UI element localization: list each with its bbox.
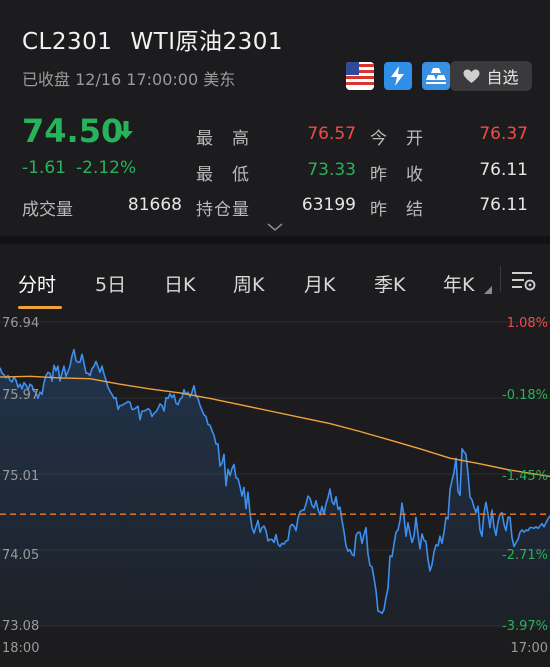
last-price: 74.50 — [22, 112, 124, 150]
high-label: 最 高 — [196, 129, 250, 149]
volume-label: 成交量 — [22, 200, 73, 220]
tab-divider — [500, 266, 501, 292]
volume-value: 81668 — [127, 195, 182, 215]
tab-year-k[interactable]: 年K — [443, 274, 475, 296]
y-tick-label: 76.94 — [2, 316, 39, 331]
add-favorite-button[interactable]: 自选 — [450, 61, 532, 91]
instrument-name: WTI原油2301 — [130, 29, 284, 55]
tab-intraday[interactable]: 分时 — [18, 274, 57, 296]
prev-close-label: 昨 收 — [370, 165, 424, 185]
tab-day-k[interactable]: 日K — [164, 274, 196, 296]
prev-settle-label: 昨 结 — [370, 200, 424, 220]
x-tick-label: 18:00 — [2, 641, 39, 656]
y-tick-label: 75.97 — [2, 388, 39, 403]
period-tabs: 分时 5日 日K 周K 月K 季K 年K — [0, 244, 550, 310]
pct-tick-label: -3.97% — [502, 619, 548, 634]
section-divider — [0, 236, 550, 244]
us-flag-icon[interactable] — [346, 62, 374, 90]
x-tick-label: 17:00 — [511, 641, 548, 656]
high-value: 76.57 — [307, 124, 356, 144]
open-interest-label: 持仓量 — [196, 200, 250, 220]
low-label: 最 低 — [196, 165, 250, 185]
average-price-line — [0, 375, 550, 478]
prev-close-value: 76.11 — [479, 160, 528, 180]
pct-tick-label: -1.45% — [502, 469, 548, 484]
pct-tick-label: -0.18% — [502, 388, 548, 403]
lightning-icon[interactable] — [384, 62, 412, 90]
open-interest-value: 63199 — [301, 195, 356, 215]
market-status: 已收盘 12/16 17:00:00 美东 — [22, 70, 236, 89]
price-line — [0, 348, 550, 615]
active-tab-indicator — [18, 306, 62, 309]
pct-tick-label: -2.71% — [502, 548, 548, 563]
symbol: CL2301 — [22, 29, 113, 55]
chevron-down-icon[interactable] — [266, 222, 284, 232]
y-tick-label: 74.05 — [2, 548, 39, 563]
tab-month-k[interactable]: 月K — [304, 274, 336, 296]
pct-tick-label: 1.08% — [507, 316, 548, 331]
badge-group — [346, 62, 450, 90]
quote-header: CL2301 WTI原油2301 已收盘 12/16 17:00:00 美东 — [0, 0, 550, 236]
price-change: -1.61 -2.12% — [22, 158, 136, 178]
y-tick-label: 73.08 — [2, 619, 39, 634]
change-percent: -2.12% — [76, 158, 137, 178]
tab-5day[interactable]: 5日 — [95, 274, 127, 296]
y-tick-label: 75.01 — [2, 469, 39, 484]
price-area-fill — [0, 349, 550, 626]
heart-icon — [463, 69, 480, 83]
open-value: 76.37 — [479, 124, 528, 144]
down-arrow-icon — [119, 121, 133, 139]
change-value: -1.61 — [22, 158, 66, 178]
tab-week-k[interactable]: 周K — [233, 274, 265, 296]
prev-settle-value: 76.11 — [479, 195, 528, 215]
dropdown-triangle-icon — [484, 286, 492, 294]
settings-icon[interactable] — [510, 268, 538, 294]
chart-svg: 76.94 75.97 75.01 74.05 73.08 1.08% -0.1… — [0, 316, 550, 656]
low-value: 73.33 — [307, 160, 356, 180]
open-label: 今 开 — [370, 129, 424, 149]
intraday-chart: 76.94 75.97 75.01 74.05 73.08 1.08% -0.1… — [0, 310, 550, 663]
gold-bars-icon[interactable] — [422, 62, 450, 90]
instrument-title: CL2301 WTI原油2301 — [22, 22, 283, 56]
favorite-label: 自选 — [486, 68, 519, 87]
tab-quarter-k[interactable]: 季K — [374, 274, 406, 296]
